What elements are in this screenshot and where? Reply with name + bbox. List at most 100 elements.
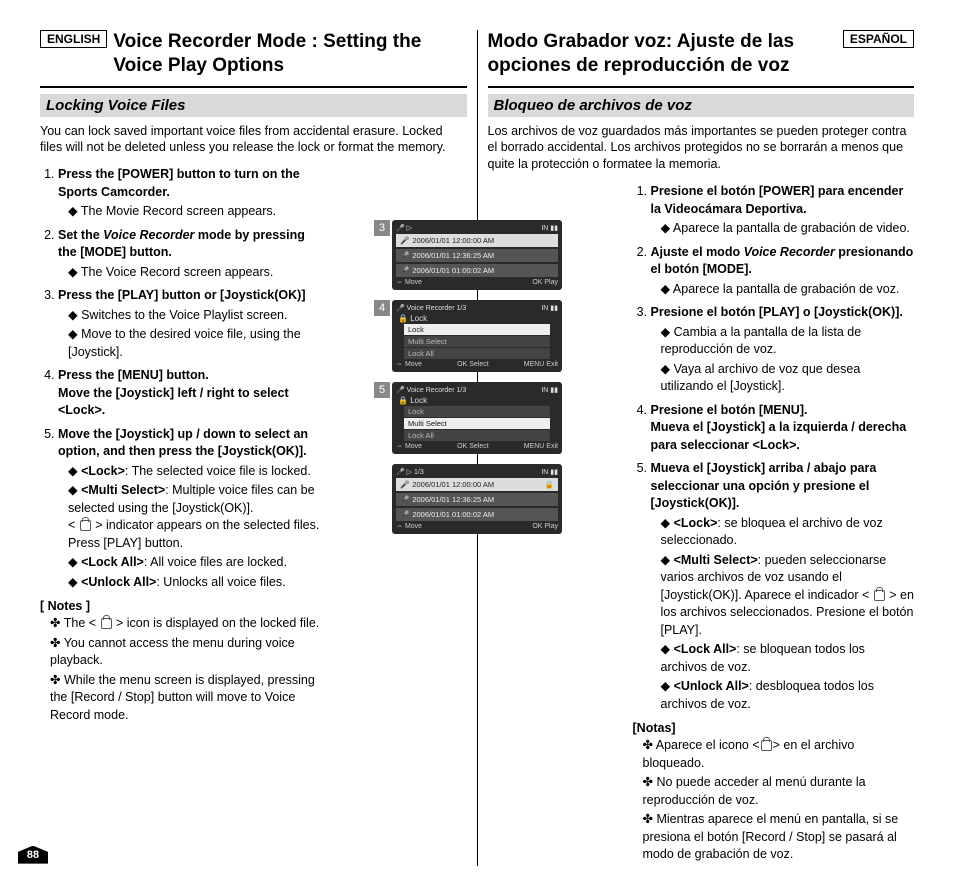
step-sublist: Aparece la pantalla de grabación de vide… bbox=[651, 220, 915, 238]
menu-item: Lock All bbox=[404, 348, 550, 359]
note-item: You cannot access the menu during voice … bbox=[50, 635, 321, 670]
step-subitem: The Voice Record screen appears. bbox=[68, 264, 321, 282]
step-sublist: The Voice Record screen appears. bbox=[58, 264, 321, 282]
screenshot-strip: 3 🎤 ▷IN ▮▮ 🎤2006/01/01 12:00:00 AM🎤2006/… bbox=[392, 220, 562, 534]
screenshot-number: 3 bbox=[374, 220, 390, 236]
playlist-row: 🎤2006/01/01 12:00:00 AM🔒 bbox=[396, 478, 558, 491]
playlist-row: 🎤2006/01/01 12:00:00 AM bbox=[396, 234, 558, 247]
step-subitem: Move to the desired voice file, using th… bbox=[68, 326, 321, 361]
step-subitem: <Unlock All>: desbloquea todos los archi… bbox=[661, 678, 915, 713]
vr-title: Voice Recorder 1/3 bbox=[407, 387, 467, 394]
notes-head-spanish: [Notas] bbox=[633, 721, 915, 735]
step-sublist: Aparece la pantalla de grabación de voz. bbox=[651, 281, 915, 299]
step-subitem: Aparece la pantalla de grabación de voz. bbox=[661, 281, 915, 299]
title-spanish: Modo Grabador voz: Ajuste de las opcione… bbox=[488, 30, 837, 78]
lang-badge-spanish: ESPAÑOL bbox=[843, 30, 914, 48]
playlist-row: 🎤2006/01/01 12:36:25 AM bbox=[396, 493, 558, 506]
step-subitem: <Lock>: se bloquea el archivo de voz sel… bbox=[661, 515, 915, 550]
footer-move: Move bbox=[405, 279, 422, 286]
step-title: Mueva el [Joystick] arriba / abajo para … bbox=[651, 460, 915, 513]
intro-english: You can lock saved important voice files… bbox=[40, 123, 467, 157]
steps-spanish: Presione el botón [POWER] para encender … bbox=[633, 183, 915, 713]
menu-label: Lock bbox=[410, 314, 427, 323]
spanish-body: Presione el botón [POWER] para encender … bbox=[633, 183, 915, 864]
step-item: Press the [MENU] button.Move the [Joysti… bbox=[58, 367, 321, 420]
footer-play: OK Play bbox=[532, 523, 558, 530]
subhead-spanish: Bloqueo de archivos de voz bbox=[488, 94, 915, 117]
footer-move: Move bbox=[405, 523, 422, 530]
screenshot-4: 4 🎤 Voice Recorder 1/3IN ▮▮ 🔒 Lock LockM… bbox=[392, 300, 562, 372]
step-sublist: The Movie Record screen appears. bbox=[58, 203, 321, 221]
menu-item: Lock bbox=[404, 324, 550, 335]
step-title: Presione el botón [MENU].Mueva el [Joyst… bbox=[651, 402, 915, 455]
step-title: Move the [Joystick] up / down to select … bbox=[58, 426, 321, 461]
step-title: Press the [MENU] button.Move the [Joysti… bbox=[58, 367, 321, 420]
step-subitem: <Lock All>: se bloquean todos los archiv… bbox=[661, 641, 915, 676]
footer-play: OK Play bbox=[532, 279, 558, 286]
footer-exit: MENU Exit bbox=[524, 361, 558, 368]
lang-badge-english: ENGLISH bbox=[40, 30, 107, 48]
step-sublist: Cambia a la pantalla de la lista de repr… bbox=[651, 324, 915, 396]
step-subitem: Aparece la pantalla de grabación de vide… bbox=[661, 220, 915, 238]
step-item: Move the [Joystick] up / down to select … bbox=[58, 426, 321, 592]
title-english: Voice Recorder Mode : Setting the Voice … bbox=[113, 30, 466, 78]
menu-item: Lock bbox=[404, 406, 550, 417]
step-item: Presione el botón [MENU].Mueva el [Joyst… bbox=[651, 402, 915, 455]
step-item: Mueva el [Joystick] arriba / abajo para … bbox=[651, 460, 915, 713]
footer-select: OK Select bbox=[457, 361, 489, 368]
footer-move: Move bbox=[405, 361, 422, 368]
steps-english: Press the [POWER] button to turn on the … bbox=[40, 166, 321, 591]
playlist-row: 🎤2006/01/01 01:00:02 AM bbox=[396, 264, 558, 277]
subhead-english: Locking Voice Files bbox=[40, 94, 467, 117]
step-title: Presione el botón [PLAY] o [Joystick(OK)… bbox=[651, 304, 915, 322]
menu-item: Multi Select bbox=[404, 336, 550, 347]
manual-page: ENGLISH Voice Recorder Mode : Setting th… bbox=[0, 0, 954, 886]
step-sublist: Switches to the Voice Playlist screen.Mo… bbox=[58, 307, 321, 362]
note-item: Aparece el icono <> en el archivo bloque… bbox=[643, 737, 915, 772]
note-item: Mientras aparece el menú en pantalla, si… bbox=[643, 811, 915, 864]
step-subitem: <Lock>: The selected voice file is locke… bbox=[68, 463, 321, 481]
screenshot-6: 🎤 ▷ 1/3IN ▮▮ 🎤2006/01/01 12:00:00 AM🔒🎤20… bbox=[392, 464, 562, 534]
notes-english: The < > icon is displayed on the locked … bbox=[40, 615, 321, 724]
menu-label: Lock bbox=[410, 396, 427, 405]
step-title: Ajuste el modo Voice Recorder presionand… bbox=[651, 244, 915, 279]
step-subitem: <Multi Select>: pueden seleccionarse var… bbox=[661, 552, 915, 640]
notes-head-english: [ Notes ] bbox=[40, 599, 321, 613]
step-title: Press the [PLAY] button or [Joystick(OK)… bbox=[58, 287, 321, 305]
screenshot-number: 4 bbox=[374, 300, 390, 316]
step-item: Ajuste el modo Voice Recorder presionand… bbox=[651, 244, 915, 299]
step-sublist: <Lock>: se bloquea el archivo de voz sel… bbox=[651, 515, 915, 714]
playlist-row: 🎤2006/01/01 01:00:02 AM bbox=[396, 508, 558, 521]
note-item: No puede acceder al menú durante la repr… bbox=[643, 774, 915, 809]
step-title: Press the [POWER] button to turn on the … bbox=[58, 166, 321, 201]
step-item: Press the [PLAY] button or [Joystick(OK)… bbox=[58, 287, 321, 361]
step-subitem: <Lock All>: All voice files are locked. bbox=[68, 554, 321, 572]
screenshot-number: 5 bbox=[374, 382, 390, 398]
step-subitem: Switches to the Voice Playlist screen. bbox=[68, 307, 321, 325]
step-item: Presione el botón [POWER] para encender … bbox=[651, 183, 915, 238]
step-title: Presione el botón [POWER] para encender … bbox=[651, 183, 915, 218]
step-subitem: Cambia a la pantalla de la lista de repr… bbox=[661, 324, 915, 359]
vr-title: Voice Recorder 1/3 bbox=[407, 305, 467, 312]
screenshot-5: 5 🎤 Voice Recorder 1/3IN ▮▮ 🔒 Lock LockM… bbox=[392, 382, 562, 454]
footer-select: OK Select bbox=[457, 443, 489, 450]
playlist-row: 🎤2006/01/01 12:36:25 AM bbox=[396, 249, 558, 262]
screenshot-3: 3 🎤 ▷IN ▮▮ 🎤2006/01/01 12:00:00 AM🎤2006/… bbox=[392, 220, 562, 290]
note-item: While the menu screen is displayed, pres… bbox=[50, 672, 321, 725]
title-rule bbox=[40, 86, 467, 88]
intro-spanish: Los archivos de voz guardados más import… bbox=[488, 123, 915, 174]
note-item: The < > icon is displayed on the locked … bbox=[50, 615, 321, 633]
menu-item: Lock All bbox=[404, 430, 550, 441]
title-rule bbox=[488, 86, 915, 88]
step-item: Press the [POWER] button to turn on the … bbox=[58, 166, 321, 221]
notes-spanish: Aparece el icono <> en el archivo bloque… bbox=[633, 737, 915, 864]
step-subitem: <Unlock All>: Unlocks all voice files. bbox=[68, 574, 321, 592]
footer-exit: MENU Exit bbox=[524, 443, 558, 450]
menu-item: Multi Select bbox=[404, 418, 550, 429]
step-subitem: Vaya al archivo de voz que desea utiliza… bbox=[661, 361, 915, 396]
footer-move: Move bbox=[405, 443, 422, 450]
step-subitem: <Multi Select>: Multiple voice files can… bbox=[68, 482, 321, 552]
english-body: Press the [POWER] button to turn on the … bbox=[40, 166, 321, 724]
step-item: Set the Voice Recorder mode by pressing … bbox=[58, 227, 321, 282]
step-subitem: The Movie Record screen appears. bbox=[68, 203, 321, 221]
